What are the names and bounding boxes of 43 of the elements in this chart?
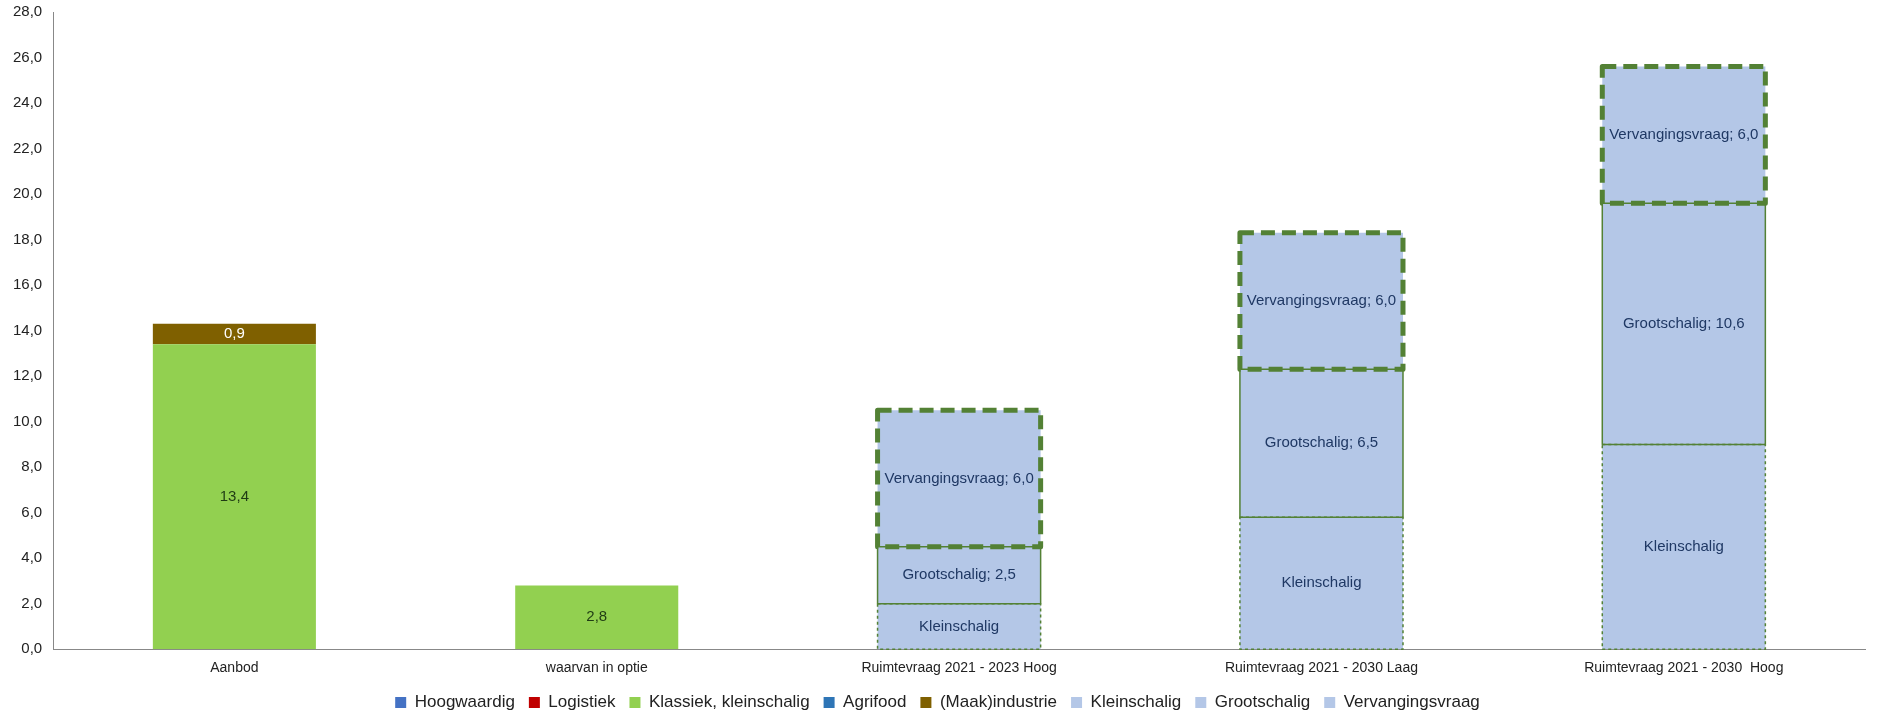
x-tick-label: Ruimtevraag 2021 - 2030 Hoog [1584,659,1784,676]
data-label: Grootschalig; 10,6 [1622,313,1745,331]
bar [152,323,316,345]
x-tick-label: Aanbod [210,659,259,676]
legend-label: Hoogwaardig [414,692,515,712]
legend-label: Logistiek [548,692,616,712]
data-label: Vervangingsvraag; 6,0 [1609,125,1759,143]
y-tick-label: 10,0 [12,411,43,429]
legend-label: Klassiek, kleinschalig [648,692,810,712]
data-label: Vervangingsvraag; 6,0 [884,468,1034,486]
legend-label: Grootschalig [1214,692,1311,712]
y-tick-label: 24,0 [12,93,43,111]
data-label: Kleinschalig [1643,536,1724,554]
data-label: Vervangingsvraag; 6,0 [1246,291,1397,309]
y-tick-label: 6,0 [21,502,43,520]
y-tick-label: 28,0 [12,2,43,20]
data-label: Kleinschalig [919,616,1000,634]
legend-label: (Maak)industrie [939,692,1058,712]
data-label: 0,9 [223,324,245,342]
y-tick-label: 20,0 [12,184,43,202]
y-tick-label: 2,0 [21,593,43,611]
legend-label: Agrifood [843,692,907,712]
y-tick-label: 8,0 [21,457,43,475]
data-label: 2,8 [586,607,608,625]
data-label: Grootschalig; 6,5 [1264,433,1379,451]
bar [152,344,316,650]
x-tick-label: waarvan in optie [544,659,648,676]
y-tick-label: 0,0 [21,639,43,657]
y-tick-label: 14,0 [12,320,43,338]
y-tick-label: 22,0 [12,138,43,156]
legend-label: Kleinschalig [1090,692,1182,712]
y-tick-label: 18,0 [12,229,43,247]
data-label: 13,4 [219,486,249,504]
data-label: Grootschalig; 2,5 [902,565,1016,583]
bar [515,585,679,650]
legend-label: Vervangingsvraag [1343,692,1480,712]
x-tick-label: Ruimtevraag 2021 - 2023 Hoog [861,659,1057,676]
data-label: Kleinschalig [1281,573,1362,591]
y-tick-label: 12,0 [12,366,43,384]
y-tick-label: 16,0 [12,275,43,293]
y-tick-label: 26,0 [12,47,43,65]
x-tick-label: Ruimtevraag 2021 - 2030 Laag [1224,659,1418,676]
y-tick-label: 4,0 [21,548,43,566]
